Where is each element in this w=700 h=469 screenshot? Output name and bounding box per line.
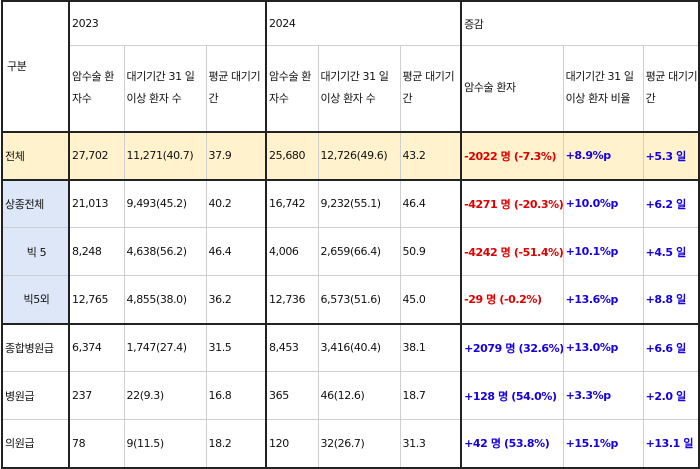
cell: 46.4: [205, 227, 268, 276]
change-patients-cell: -2022 명 (-7.3%): [460, 131, 564, 180]
table-row: 병원급 237 22(9.3) 16.8 365 46(12.6) 18.7 +…: [1, 371, 700, 420]
cell: 32(26.7): [317, 419, 401, 468]
cell: 365: [265, 371, 319, 420]
change-ratio-cell: +3.3%p: [562, 371, 644, 420]
cell: 12,736: [265, 275, 319, 324]
table-row: 빅 5 8,248 4,638(56.2) 46.4 4,006 2,659(6…: [1, 227, 700, 276]
table-row: 의원급 78 9(11.5) 18.2 120 32(26.7) 31.3 +4…: [1, 419, 700, 468]
cell: 18.7: [399, 371, 463, 420]
header-year-2023: 2023: [68, 0, 268, 46]
table-row: 빅5외 12,765 4,855(38.0) 36.2 12,736 6,573…: [1, 275, 700, 324]
header-31days-2023: 대기기간 31 일 이상 환자 수: [123, 45, 207, 132]
cell: 11,271(40.7): [123, 131, 207, 180]
cell: 2,659(66.4): [317, 227, 401, 276]
header-change-31ratio: 대기기간 31 일 이상 환자 비율: [562, 45, 644, 132]
row-label: 병원급: [1, 371, 70, 420]
cell: 46(12.6): [317, 371, 401, 420]
cell: 16,742: [265, 179, 319, 228]
header-gubun: 구분: [1, 0, 70, 132]
cell: 27,702: [68, 131, 125, 180]
header-change-avg: 평균 대기기간: [642, 45, 700, 132]
row-label: 빅 5: [1, 227, 70, 276]
header-change: 증감: [460, 0, 700, 46]
change-ratio-cell: +8.9%p: [562, 131, 644, 180]
cell: 45.0: [399, 275, 463, 324]
cell: 31.5: [205, 323, 268, 372]
cell: 46.4: [399, 179, 463, 228]
change-avg-cell: +2.0 일: [642, 371, 700, 420]
cell: 18.2: [205, 419, 268, 468]
header-patients-2024: 암수술 환자수: [265, 45, 319, 132]
cell: 22(9.3): [123, 371, 207, 420]
change-patients-cell: -4242 명 (-51.4%): [460, 227, 564, 276]
change-avg-cell: +8.8 일: [642, 275, 700, 324]
row-label: 의원급: [1, 419, 70, 468]
cell: 8,453: [265, 323, 319, 372]
cell: 8,248: [68, 227, 125, 276]
cell: 37.9: [205, 131, 268, 180]
change-ratio-cell: +13.6%p: [562, 275, 644, 324]
header-patients-2023: 암수술 환자수: [68, 45, 125, 132]
cell: 1,747(27.4): [123, 323, 207, 372]
change-ratio-cell: +13.0%p: [562, 323, 644, 372]
change-patients-cell: +42 명 (53.8%): [460, 419, 564, 468]
change-avg-cell: +6.6 일: [642, 323, 700, 372]
header-31days-2024: 대기기간 31 일 이상 환자 수: [317, 45, 401, 132]
change-ratio-cell: +10.0%p: [562, 179, 644, 228]
header-avg-2023: 평균 대기기간: [205, 45, 268, 132]
cell: 3,416(40.4): [317, 323, 401, 372]
table-row: 전체 27,702 11,271(40.7) 37.9 25,680 12,72…: [1, 131, 700, 180]
change-ratio-cell: +10.1%p: [562, 227, 644, 276]
row-label: 상종전체: [1, 179, 70, 228]
cell: 12,726(49.6): [317, 131, 401, 180]
cell: 12,765: [68, 275, 125, 324]
cell: 4,006: [265, 227, 319, 276]
cell: 4,855(38.0): [123, 275, 207, 324]
cell: 237: [68, 371, 125, 420]
cell: 6,573(51.6): [317, 275, 401, 324]
table-row: 상종전체 21,013 9,493(45.2) 40.2 16,742 9,23…: [1, 179, 700, 228]
change-avg-cell: +6.2 일: [642, 179, 700, 228]
change-avg-cell: +4.5 일: [642, 227, 700, 276]
change-avg-cell: +5.3 일: [642, 131, 700, 180]
change-patients-cell: +128 명 (54.0%): [460, 371, 564, 420]
header-year-2024: 2024: [265, 0, 463, 46]
row-label: 종합병원급: [1, 323, 70, 372]
cell: 31.3: [399, 419, 463, 468]
cell: 9(11.5): [123, 419, 207, 468]
row-label: 전체: [1, 131, 70, 180]
cell: 25,680: [265, 131, 319, 180]
cell: 50.9: [399, 227, 463, 276]
cell: 38.1: [399, 323, 463, 372]
header-avg-2024: 평균 대기기간: [399, 45, 463, 132]
change-avg-cell: +13.1 일: [642, 419, 700, 468]
cell: 43.2: [399, 131, 463, 180]
cell: 6,374: [68, 323, 125, 372]
cell: 40.2: [205, 179, 268, 228]
cell: 120: [265, 419, 319, 468]
change-patients-cell: +2079 명 (32.6%): [460, 323, 564, 372]
row-label: 빅5외: [1, 275, 70, 324]
change-patients-cell: -4271 명 (-20.3%): [460, 179, 564, 228]
change-patients-cell: -29 명 (-0.2%): [460, 275, 564, 324]
cell: 21,013: [68, 179, 125, 228]
table-row: 종합병원급 6,374 1,747(27.4) 31.5 8,453 3,416…: [1, 323, 700, 372]
cell: 36.2: [205, 275, 268, 324]
header-change-patients: 암수술 환자: [460, 45, 564, 132]
cell: 9,493(45.2): [123, 179, 207, 228]
cell: 78: [68, 419, 125, 468]
change-ratio-cell: +15.1%p: [562, 419, 644, 468]
cell: 9,232(55.1): [317, 179, 401, 228]
cell: 16.8: [205, 371, 268, 420]
cell: 4,638(56.2): [123, 227, 207, 276]
